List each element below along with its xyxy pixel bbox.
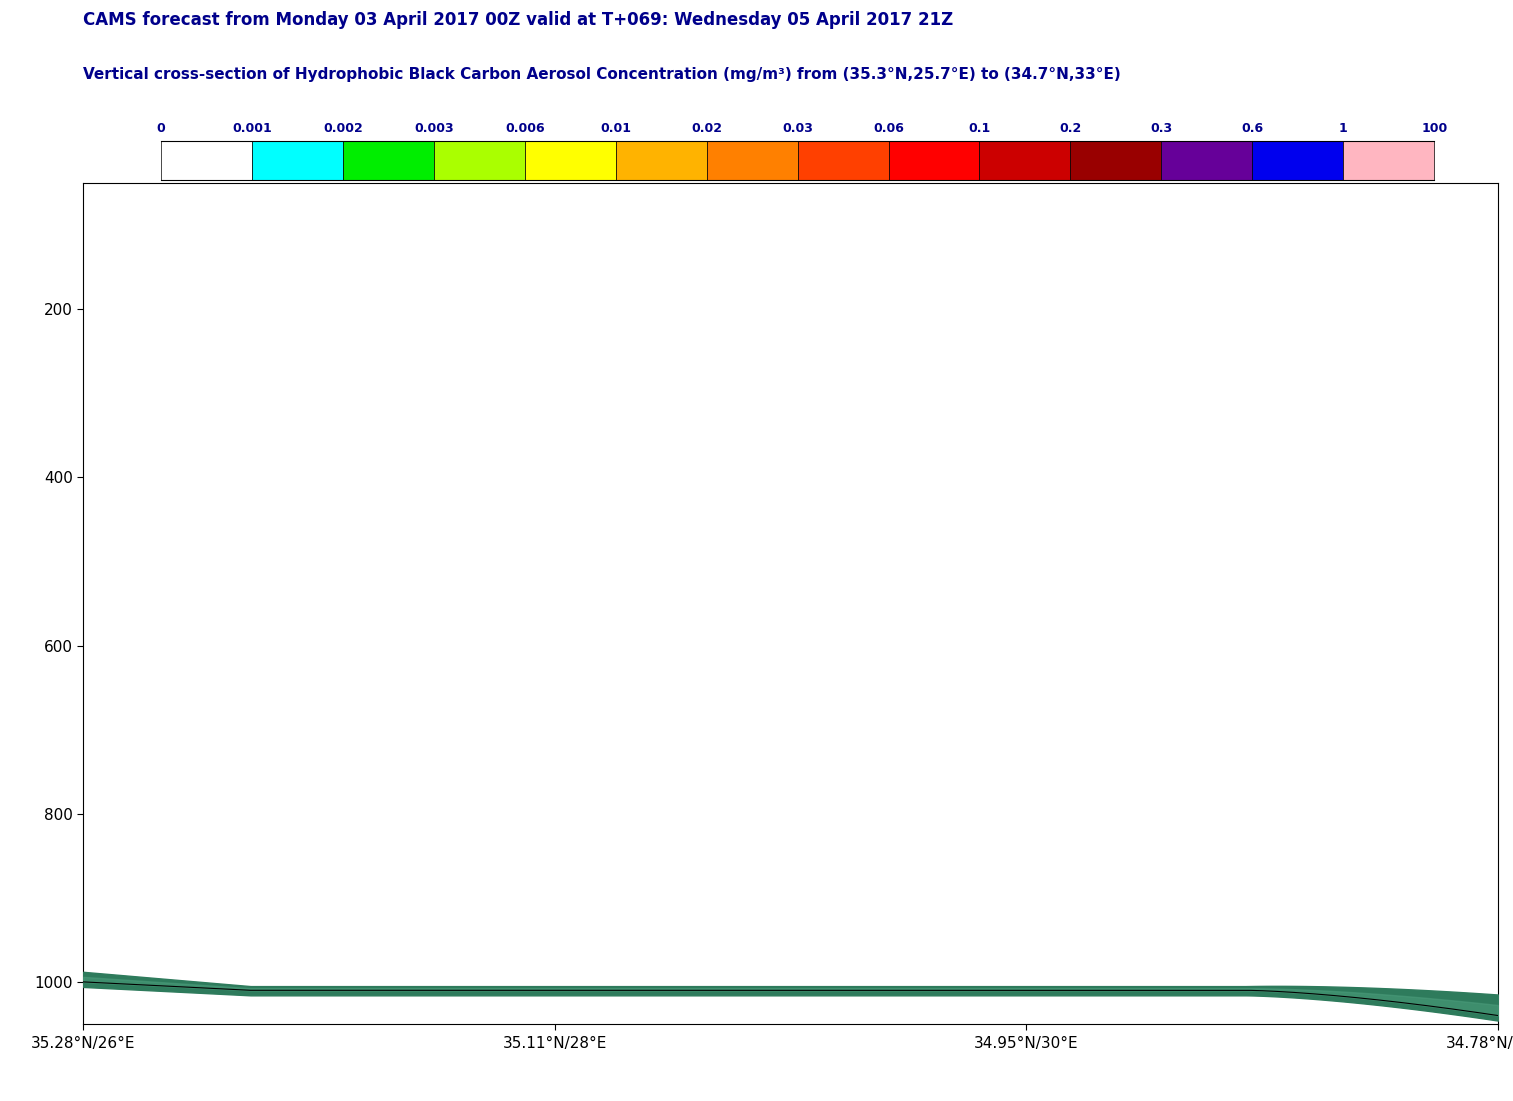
Text: 0.001: 0.001 (231, 122, 272, 135)
Text: 0.06: 0.06 (873, 122, 903, 135)
Text: 0.003: 0.003 (415, 122, 454, 135)
Text: 0.002: 0.002 (324, 122, 363, 135)
Text: 0: 0 (157, 122, 165, 135)
Text: 100: 100 (1421, 122, 1448, 135)
Bar (434, 141, 525, 179)
Text: CAMS forecast from Monday 03 April 2017 00Z valid at T+069: Wednesday 05 April 2: CAMS forecast from Monday 03 April 2017 … (83, 11, 953, 29)
Text: Vertical cross-section of Hydrophobic Black Carbon Aerosol Concentration (mg/m³): Vertical cross-section of Hydrophobic Bl… (83, 67, 1121, 81)
Bar (343, 141, 434, 179)
Bar (888, 141, 979, 179)
Bar (525, 141, 616, 179)
Bar (1162, 141, 1253, 179)
Bar (797, 141, 888, 179)
Bar (979, 141, 1070, 179)
Text: 0.1: 0.1 (968, 122, 991, 135)
Bar (616, 141, 707, 179)
Text: 0.2: 0.2 (1059, 122, 1082, 135)
Text: 0.3: 0.3 (1150, 122, 1173, 135)
Bar (160, 141, 253, 179)
Text: 0.6: 0.6 (1241, 122, 1263, 135)
Text: 1: 1 (1339, 122, 1348, 135)
Bar (1253, 141, 1344, 179)
Bar (1070, 141, 1162, 179)
Bar (707, 141, 797, 179)
Bar (253, 141, 343, 179)
Text: 0.02: 0.02 (691, 122, 722, 135)
Bar (1344, 141, 1434, 179)
Text: 0.03: 0.03 (782, 122, 812, 135)
Text: 0.01: 0.01 (601, 122, 631, 135)
Text: 0.006: 0.006 (505, 122, 545, 135)
